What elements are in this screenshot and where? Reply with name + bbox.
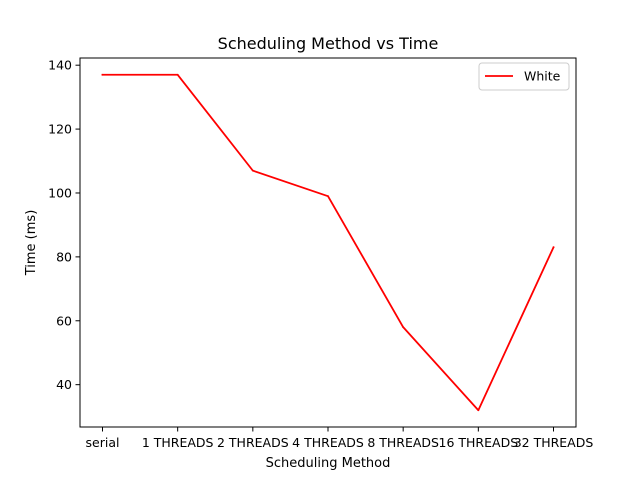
data-point	[402, 326, 405, 329]
legend-box	[478, 62, 570, 91]
legend-label-white: White	[524, 69, 561, 84]
y-tick-label: 140	[48, 58, 72, 73]
y-axis-ticks: 40 60 80 100 120 140	[48, 58, 80, 392]
legend: White	[478, 62, 570, 91]
data-point	[101, 73, 104, 76]
x-tick-label: 4 THREADS	[292, 435, 364, 450]
y-tick-label: 80	[56, 249, 72, 264]
data-point	[552, 246, 555, 249]
series-layer	[101, 73, 555, 412]
x-tick-label: 32 THREADS	[514, 435, 594, 450]
x-tick-label: 8 THREADS	[367, 435, 439, 450]
x-tick-label: serial	[86, 435, 120, 450]
x-axis-label: Scheduling Method	[266, 456, 391, 471]
data-point	[251, 169, 254, 172]
data-point	[477, 409, 480, 412]
x-tick-label: 2 THREADS	[217, 435, 289, 450]
x-axis-ticks: serial 1 THREADS 2 THREADS 4 THREADS 8 THREA…	[86, 427, 594, 450]
data-point	[176, 73, 179, 76]
x-tick-label: 1 THREADS	[142, 435, 214, 450]
plot-frame	[79, 57, 577, 428]
y-tick-label: 60	[56, 313, 72, 328]
data-point	[327, 195, 329, 198]
y-tick-label: 120	[48, 122, 72, 137]
y-tick-label: 40	[56, 377, 72, 392]
y-tick-label: 100	[48, 185, 72, 200]
chart-title: Scheduling Method vs Time	[218, 34, 439, 53]
y-axis-label: Time (ms)	[24, 210, 39, 277]
x-tick-label: 16 THREADS	[439, 435, 519, 450]
